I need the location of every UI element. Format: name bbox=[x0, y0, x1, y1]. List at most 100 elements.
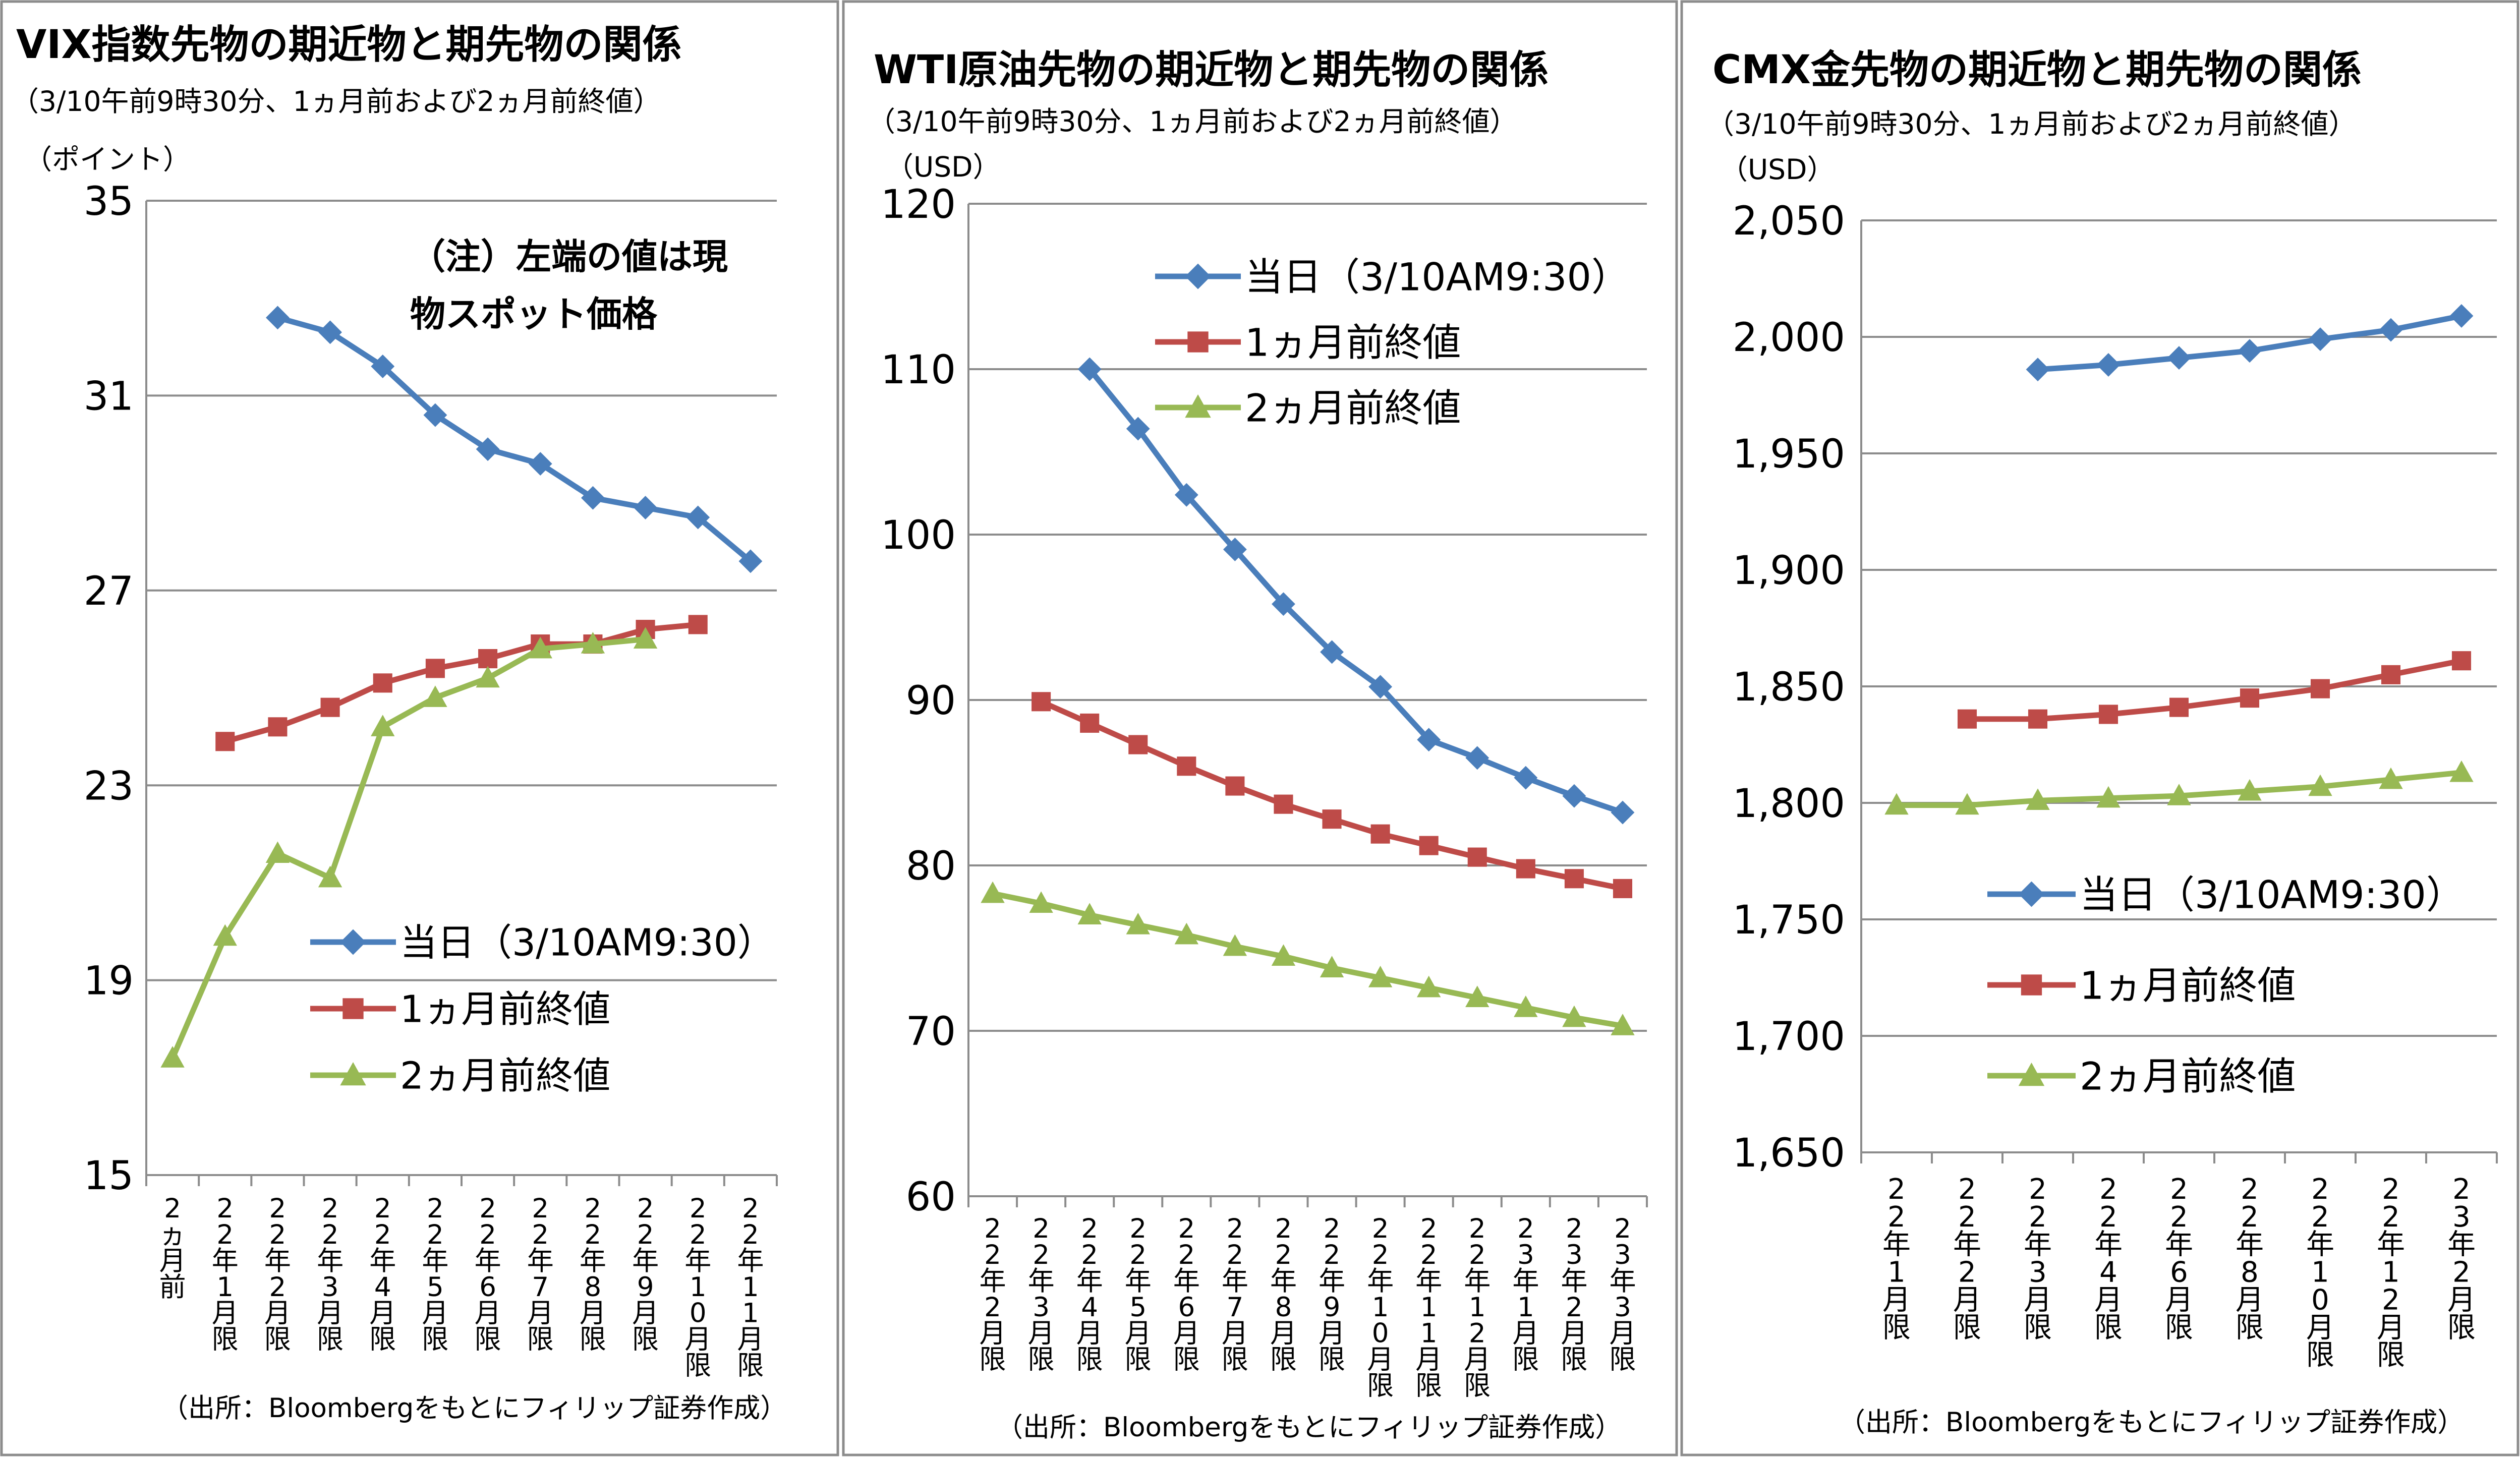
wti-data-point bbox=[1174, 483, 1198, 507]
gold-legend-item: 当日（3/10AM9:30） bbox=[1987, 872, 2465, 917]
vix-subtitle: （3/10午前9時30分、1ヵ月前および2ヵ月前終値） bbox=[11, 85, 661, 118]
vix-data-point bbox=[320, 697, 340, 717]
vix-data-point bbox=[318, 865, 342, 888]
vix-y-tick-label: 31 bbox=[84, 374, 134, 419]
vix-x-tick-label: 2 2 年 6 月限 bbox=[475, 1193, 501, 1355]
gold-data-point bbox=[2449, 760, 2474, 782]
vix-data-point bbox=[371, 355, 395, 378]
gold-data-point bbox=[2026, 358, 2050, 382]
wti-x-tick-label: 2 2 年 3 月限 bbox=[1028, 1213, 1055, 1375]
gold-x-tick-label: 2 2 年 6 月限 bbox=[2165, 1173, 2193, 1344]
vix-data-point bbox=[686, 505, 710, 530]
vix-x-tick-label: 2 2 年 1 月限 bbox=[212, 1193, 239, 1355]
gold-x-tick-label: 2 2 年 4 月限 bbox=[2094, 1173, 2123, 1344]
gold-title: CMX金先物の期近物と期先物の関係 bbox=[1712, 47, 2362, 93]
wti-y-tick-label: 80 bbox=[906, 844, 956, 889]
gold-data-point bbox=[2381, 665, 2401, 684]
vix-data-point bbox=[633, 627, 658, 649]
vix-annotation: （注）左端の値は現 物スポット価格 bbox=[410, 236, 728, 335]
vix-y-tick-label: 15 bbox=[84, 1153, 134, 1199]
vix-y-tick-label: 19 bbox=[84, 959, 134, 1004]
wti-legend: 当日（3/10AM9:30） 1ヵ月前終値 2ヵ月前終値 bbox=[1155, 254, 1630, 430]
gold-data-point bbox=[2240, 688, 2260, 708]
vix-panel-frame bbox=[0, 0, 839, 1456]
wti-x-tick-label: 2 2 年 1 2 月限 bbox=[1464, 1213, 1491, 1402]
vix-data-point bbox=[476, 666, 500, 688]
gold-data-point bbox=[1957, 709, 1977, 729]
wti-x-tick-label: 2 2 年 5 月限 bbox=[1125, 1213, 1152, 1375]
wti-data-point bbox=[1077, 357, 1102, 381]
vix-x-tick-label: 2 2 年 5 月限 bbox=[422, 1193, 448, 1355]
wti-series-line bbox=[992, 891, 1623, 1029]
wti-legend-item: 1ヵ月前終値 bbox=[1155, 320, 1461, 365]
wti-y-tick-label: 110 bbox=[881, 347, 956, 393]
wti-data-point bbox=[1516, 859, 1535, 879]
vix-x-tick-label: 2 ヵ月前 bbox=[159, 1193, 186, 1303]
gold-data-point bbox=[2449, 304, 2474, 328]
wti-data-point bbox=[1223, 934, 1247, 956]
vix-data-point bbox=[373, 673, 392, 693]
vix-x-tick-label: 2 2 年 8 月限 bbox=[580, 1193, 606, 1355]
vix-data-point bbox=[268, 717, 288, 737]
wti-y-tick-label: 70 bbox=[906, 1009, 956, 1055]
wti-x-tick-label: 2 2 年 1 1 月限 bbox=[1415, 1213, 1442, 1402]
gold-data-point bbox=[2167, 346, 2191, 370]
vix-legend-label: 2ヵ月前終値 bbox=[400, 1055, 610, 1098]
gold-y-tick-label: 2,050 bbox=[1733, 199, 1845, 244]
wti-data-point bbox=[1416, 975, 1441, 998]
vix-legend: 当日（3/10AM9:30） 1ヵ月前終値 2ヵ月前終値 bbox=[310, 921, 775, 1098]
vix-series-line bbox=[170, 636, 646, 1060]
gold-y-unit: （USD） bbox=[1720, 153, 1835, 186]
gold-data-point bbox=[2238, 339, 2262, 363]
wti-x-tick-label: 2 2 年 2 月限 bbox=[980, 1213, 1006, 1375]
gold-data-point bbox=[2098, 705, 2118, 724]
wti-data-point bbox=[1225, 776, 1245, 796]
gold-series-1 bbox=[2026, 304, 2474, 382]
vix-data-point bbox=[160, 1046, 185, 1068]
wti-data-point bbox=[1272, 592, 1295, 616]
wti-y-tick-label: 100 bbox=[881, 513, 956, 558]
wti-data-point bbox=[1514, 766, 1538, 790]
wti-data-point bbox=[1320, 956, 1344, 977]
gold-data-point bbox=[1955, 793, 1979, 815]
vix-series-1 bbox=[266, 306, 763, 573]
wti-data-point bbox=[1032, 692, 1051, 712]
wti-x-tick-label: 2 3 年 2 月限 bbox=[1561, 1213, 1587, 1375]
vix-data-point bbox=[423, 685, 447, 707]
wti-data-point bbox=[1126, 417, 1150, 441]
vix-data-point bbox=[528, 452, 552, 476]
vix-legend-item: 1ヵ月前終値 bbox=[310, 988, 610, 1031]
vix-data-point bbox=[318, 320, 342, 344]
wti-source: （出所：Bloombergをもとにフィリップ証券作成） bbox=[996, 1412, 1622, 1443]
wti-data-point bbox=[1077, 903, 1102, 924]
vix-data-point bbox=[738, 549, 763, 573]
vix-data-point bbox=[213, 924, 237, 946]
gold-data-point bbox=[2169, 697, 2189, 717]
gold-source: （出所：Bloombergをもとにフィリップ証券作成） bbox=[1839, 1407, 2464, 1438]
gold-data-point bbox=[2096, 786, 2121, 808]
wti-data-point bbox=[981, 881, 1005, 903]
wti-data-point bbox=[1370, 824, 1390, 844]
wti-data-point bbox=[1126, 913, 1150, 935]
wti-data-point bbox=[1465, 746, 1490, 770]
vix-series-line bbox=[224, 621, 699, 744]
wti-title: WTI原油先物の期近物と期先物の関係 bbox=[874, 47, 1549, 93]
vix-plot-area: 15 19 23 27 31 35 2 ヵ月前 2 2 年 1 月限 2 2 年 2 月限 2 2 年 3 月限 2 2 年 4 月限… bbox=[84, 179, 778, 1381]
gold-legend-swatch-marker bbox=[2021, 974, 2042, 996]
gold-data-point bbox=[2308, 774, 2332, 796]
gold-legend-item: 1ヵ月前終値 bbox=[1987, 963, 2296, 1008]
wti-data-point bbox=[1514, 996, 1538, 1017]
gold-data-point bbox=[2379, 767, 2403, 789]
wti-y-tick-label: 90 bbox=[906, 678, 956, 724]
gold-panel: CMX金先物の期近物と期先物の関係 （3/10午前9時30分、1ヵ月前および2ヵ… bbox=[1680, 0, 2519, 1456]
wti-data-point bbox=[1564, 869, 1584, 889]
vix-legend-swatch-marker bbox=[342, 998, 364, 1019]
gold-panel-frame bbox=[1680, 0, 2519, 1456]
vix-x-tick-label: 2 2 年 1 0 月限 bbox=[684, 1193, 711, 1381]
wti-data-point bbox=[1177, 756, 1196, 776]
wti-data-point bbox=[1320, 640, 1344, 664]
wti-data-point bbox=[1271, 944, 1296, 966]
gold-legend: 当日（3/10AM9:30） 1ヵ月前終値 2ヵ月前終値 bbox=[1987, 872, 2465, 1098]
wti-legend-swatch-marker bbox=[1187, 331, 1209, 353]
